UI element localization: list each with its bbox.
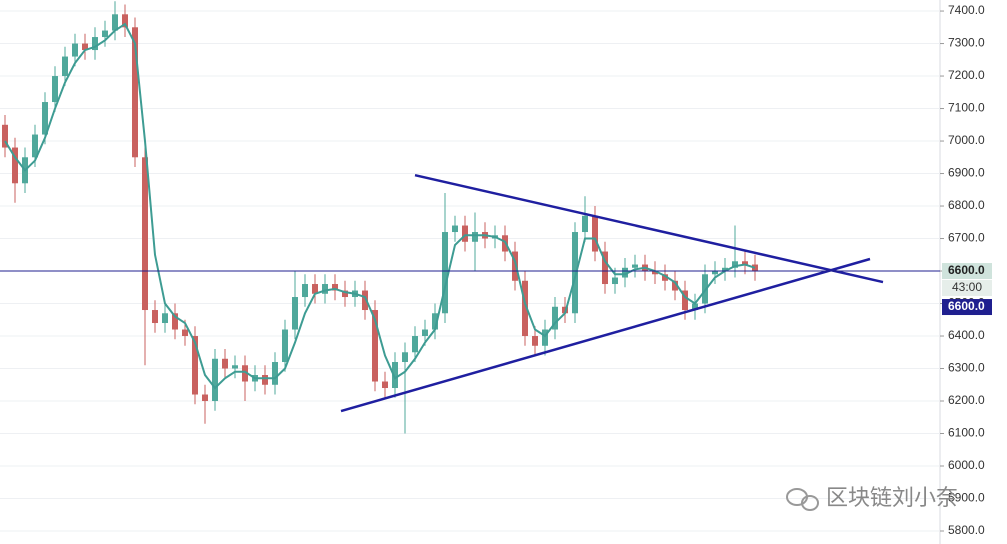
candle-body bbox=[142, 157, 148, 311]
y-tick-label: 6000.0 bbox=[948, 458, 985, 472]
candle-body bbox=[422, 329, 428, 337]
candle-body bbox=[662, 274, 668, 281]
candle-body bbox=[12, 147, 18, 184]
candle-body bbox=[442, 232, 448, 314]
candle-body bbox=[432, 313, 438, 330]
candle-body bbox=[192, 336, 198, 395]
y-tick-label: 7200.0 bbox=[948, 68, 985, 82]
y-tick-label: 5900.0 bbox=[948, 491, 985, 505]
candle-body bbox=[722, 267, 728, 272]
candle-body bbox=[402, 352, 408, 363]
y-tick-label: 6300.0 bbox=[948, 361, 985, 375]
candle-body bbox=[632, 264, 638, 268]
candle-body bbox=[462, 225, 468, 242]
last-price: 6600.0 bbox=[948, 263, 985, 277]
candle-body bbox=[532, 336, 538, 346]
watermark-icon bbox=[801, 495, 819, 511]
candle-body bbox=[92, 37, 98, 51]
candle-body bbox=[322, 284, 328, 294]
candle-body bbox=[72, 43, 78, 57]
trend-line bbox=[414, 173, 884, 284]
moving-average bbox=[4, 22, 756, 390]
y-tick-label: 6400.0 bbox=[948, 328, 985, 342]
candle-body bbox=[392, 362, 398, 389]
candle-body bbox=[472, 232, 478, 242]
y-tick-label: 6200.0 bbox=[948, 393, 985, 407]
candle-body bbox=[652, 271, 658, 275]
candle-body bbox=[692, 303, 698, 311]
y-tick-label: 6700.0 bbox=[948, 231, 985, 245]
candle-body bbox=[742, 261, 748, 265]
candle-body bbox=[202, 394, 208, 402]
candle-body bbox=[212, 358, 218, 402]
y-tick-label: 6800.0 bbox=[948, 198, 985, 212]
candle-body bbox=[222, 358, 228, 369]
y-tick-label: 6900.0 bbox=[948, 166, 985, 180]
candle-body bbox=[302, 284, 308, 298]
watermark: 区块链刘小奈 bbox=[786, 485, 958, 511]
countdown: 43:00 bbox=[952, 280, 982, 294]
candle-body bbox=[362, 290, 368, 311]
candle-body bbox=[452, 225, 458, 233]
candle-body bbox=[52, 76, 58, 103]
candle-body bbox=[332, 284, 338, 291]
candle-body bbox=[62, 56, 68, 77]
candle-body bbox=[82, 43, 88, 51]
candle-body bbox=[382, 381, 388, 389]
price-tag bbox=[942, 263, 992, 280]
candle-body bbox=[342, 290, 348, 298]
candle-body bbox=[32, 134, 38, 158]
candle-body bbox=[282, 329, 288, 363]
candle-body bbox=[672, 280, 678, 291]
candle-body bbox=[172, 313, 178, 330]
y-tick-label: 7000.0 bbox=[948, 133, 985, 147]
candle-body bbox=[42, 102, 48, 135]
candle-body bbox=[242, 365, 248, 382]
candle-body bbox=[262, 375, 268, 385]
candle-body bbox=[552, 306, 558, 330]
candle-body bbox=[162, 313, 168, 324]
watermark-text: 区块链刘小奈 bbox=[826, 485, 958, 510]
candle-body bbox=[592, 215, 598, 252]
candle-body bbox=[582, 215, 588, 233]
candle-body bbox=[372, 310, 378, 382]
candle-body bbox=[272, 362, 278, 385]
candle-body bbox=[112, 14, 118, 31]
candle-body bbox=[512, 251, 518, 281]
candle-body bbox=[292, 297, 298, 330]
countdown-tag bbox=[942, 280, 992, 297]
candle-body bbox=[572, 232, 578, 314]
candle-body bbox=[682, 290, 688, 311]
candle-body bbox=[612, 277, 618, 285]
y-tick-label: 7400.0 bbox=[948, 3, 985, 17]
candle-body bbox=[232, 365, 238, 369]
y-tick-label: 7300.0 bbox=[948, 36, 985, 50]
candle-body bbox=[122, 14, 128, 28]
y-tick-label: 7100.0 bbox=[948, 101, 985, 115]
candle-body bbox=[2, 124, 8, 148]
watermark-icon bbox=[786, 488, 808, 506]
line-label: 6600.0 bbox=[948, 299, 985, 313]
candle-body bbox=[732, 261, 738, 268]
candle-body bbox=[412, 336, 418, 353]
candle-body bbox=[602, 251, 608, 285]
line-tag bbox=[942, 299, 992, 316]
candle-body bbox=[622, 267, 628, 278]
candle-body bbox=[102, 30, 108, 38]
candle-body bbox=[712, 271, 718, 275]
candle-body bbox=[522, 280, 528, 337]
candle-body bbox=[542, 329, 548, 346]
trend-line bbox=[340, 257, 871, 413]
candle-body bbox=[132, 27, 138, 158]
candle-body bbox=[182, 329, 188, 337]
y-tick-label: 5800.0 bbox=[948, 523, 985, 537]
candle-body bbox=[152, 310, 158, 324]
candle-body bbox=[312, 284, 318, 294]
y-tick-label: 6100.0 bbox=[948, 426, 985, 440]
